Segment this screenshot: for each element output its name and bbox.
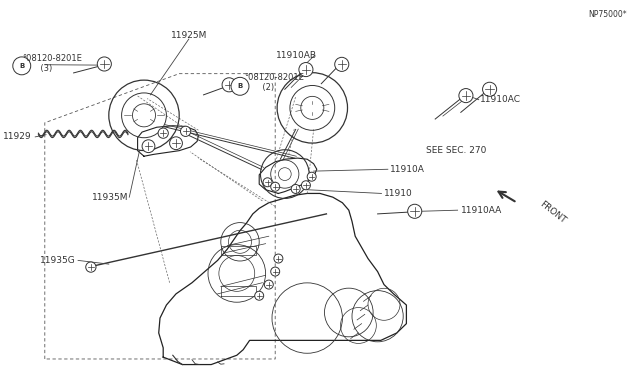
- Text: NP75000*: NP75000*: [589, 10, 627, 19]
- Circle shape: [299, 62, 313, 77]
- Text: FRONT: FRONT: [538, 199, 567, 225]
- Text: 11935M: 11935M: [92, 193, 128, 202]
- Circle shape: [483, 82, 497, 96]
- Circle shape: [335, 57, 349, 71]
- Circle shape: [142, 140, 155, 153]
- Text: 11910AC: 11910AC: [480, 95, 521, 104]
- Circle shape: [274, 254, 283, 263]
- Text: 11910: 11910: [384, 189, 413, 198]
- Text: SEE SEC. 270: SEE SEC. 270: [426, 146, 486, 155]
- Text: 11929: 11929: [3, 132, 32, 141]
- Circle shape: [255, 291, 264, 300]
- Text: B: B: [19, 63, 24, 69]
- Circle shape: [271, 182, 280, 191]
- Circle shape: [158, 128, 168, 138]
- Circle shape: [231, 77, 249, 95]
- Circle shape: [180, 126, 191, 137]
- Text: 11910AA: 11910AA: [461, 206, 502, 215]
- Circle shape: [13, 57, 31, 75]
- Circle shape: [307, 172, 316, 181]
- Circle shape: [291, 185, 300, 193]
- Text: °08120-8201E
       (3): °08120-8201E (3): [22, 54, 83, 73]
- Circle shape: [263, 178, 272, 187]
- Circle shape: [459, 89, 473, 103]
- Text: 11910A: 11910A: [390, 165, 425, 174]
- Text: 11935G: 11935G: [40, 256, 76, 265]
- Text: °08120-8201E
       (2): °08120-8201E (2): [244, 73, 305, 92]
- Circle shape: [86, 262, 96, 272]
- Text: 11925M: 11925M: [171, 31, 207, 40]
- Circle shape: [408, 204, 422, 218]
- Circle shape: [170, 137, 182, 150]
- Circle shape: [222, 78, 236, 92]
- Circle shape: [97, 57, 111, 71]
- Circle shape: [264, 280, 273, 289]
- Circle shape: [301, 181, 310, 190]
- Text: B: B: [237, 83, 243, 89]
- Circle shape: [271, 267, 280, 276]
- Text: 11910AB: 11910AB: [276, 51, 317, 60]
